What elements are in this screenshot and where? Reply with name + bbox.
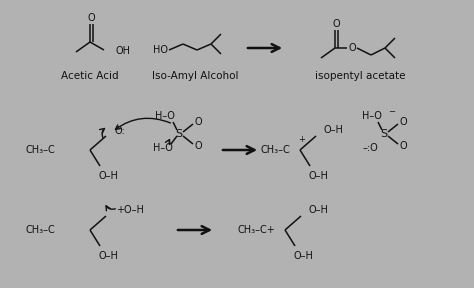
Text: –:O: –:O [362, 143, 378, 153]
Text: O: O [399, 141, 407, 151]
Text: isopentyl acetate: isopentyl acetate [315, 71, 405, 81]
Text: +O–H: +O–H [116, 205, 144, 215]
Text: H–O: H–O [153, 143, 173, 153]
Text: O–H: O–H [309, 205, 329, 215]
Text: O:: O: [115, 126, 126, 136]
Text: OH: OH [116, 46, 131, 56]
Text: O: O [332, 19, 340, 29]
Text: Acetic Acid: Acetic Acid [61, 71, 119, 81]
Text: O–H: O–H [98, 171, 118, 181]
Text: O–H: O–H [98, 251, 118, 261]
Text: H–O: H–O [362, 111, 382, 121]
Text: O: O [194, 141, 202, 151]
Text: S: S [381, 129, 388, 139]
Text: Iso-Amyl Alcohol: Iso-Amyl Alcohol [152, 71, 238, 81]
Text: S: S [175, 129, 182, 139]
Text: O–H: O–H [308, 171, 328, 181]
Text: O: O [87, 13, 95, 23]
Text: O: O [194, 117, 202, 127]
Text: O: O [348, 43, 356, 53]
Text: CH₃–C: CH₃–C [260, 145, 290, 155]
Text: +: + [299, 135, 305, 145]
Text: CH₃–C: CH₃–C [25, 145, 55, 155]
Text: H–O: H–O [155, 111, 175, 121]
Text: HO: HO [153, 45, 168, 55]
Text: O–H: O–H [293, 251, 313, 261]
Text: −: − [389, 107, 395, 117]
Text: O–H: O–H [324, 125, 344, 135]
Text: CH₃–C+: CH₃–C+ [237, 225, 275, 235]
Text: CH₃–C: CH₃–C [25, 225, 55, 235]
Text: O: O [399, 117, 407, 127]
